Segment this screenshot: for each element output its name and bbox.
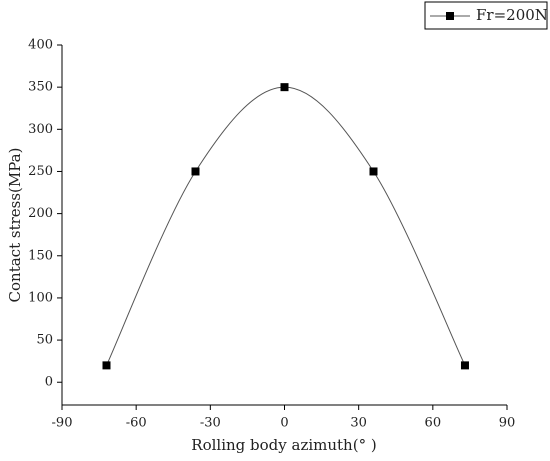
y-tick-label: 0 bbox=[45, 375, 53, 390]
legend-label: Fr=200N bbox=[476, 6, 548, 24]
legend-box bbox=[424, 1, 548, 30]
marker bbox=[460, 361, 469, 370]
y-tick-label: 300 bbox=[28, 122, 53, 137]
x-tick-label: -90 bbox=[52, 416, 73, 431]
marker bbox=[191, 167, 200, 176]
legend-marker bbox=[446, 12, 454, 20]
y-tick-label: 100 bbox=[28, 290, 53, 305]
x-tick-label: 60 bbox=[425, 416, 442, 431]
x-tick-label: -30 bbox=[200, 416, 221, 431]
y-tick-label: 50 bbox=[36, 333, 53, 348]
marker bbox=[280, 83, 289, 92]
x-tick-label: 90 bbox=[499, 416, 516, 431]
y-axis-title: Contact stress(MPa) bbox=[6, 148, 24, 303]
y-tick-label: 150 bbox=[28, 248, 53, 263]
y-tick-label: 350 bbox=[28, 80, 53, 95]
x-tick-label: -60 bbox=[126, 416, 147, 431]
y-tick-label: 200 bbox=[28, 206, 53, 221]
marker bbox=[369, 167, 378, 176]
y-tick-label: 250 bbox=[28, 164, 53, 179]
x-tick-label: 30 bbox=[350, 416, 367, 431]
x-tick-label: 0 bbox=[280, 416, 288, 431]
y-tick-label: 400 bbox=[28, 38, 53, 53]
marker bbox=[102, 361, 111, 370]
x-axis-title: Rolling body azimuth(° ) bbox=[191, 436, 376, 454]
series-line bbox=[106, 86, 466, 366]
